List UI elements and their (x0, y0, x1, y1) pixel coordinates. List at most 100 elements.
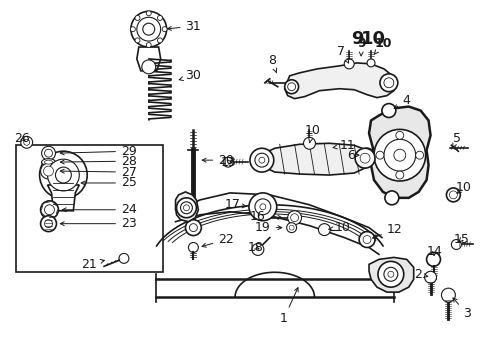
Circle shape (40, 151, 87, 199)
Circle shape (286, 223, 296, 233)
Circle shape (41, 146, 55, 160)
Circle shape (381, 104, 395, 117)
Text: 26: 26 (14, 132, 29, 145)
Circle shape (383, 139, 415, 171)
Circle shape (47, 159, 79, 191)
Circle shape (303, 137, 315, 149)
Text: 28: 28 (60, 155, 137, 168)
Text: 11: 11 (332, 139, 354, 152)
Circle shape (44, 205, 54, 215)
Ellipse shape (44, 160, 52, 164)
Text: 16: 16 (249, 210, 281, 223)
Circle shape (248, 193, 276, 221)
Circle shape (254, 199, 270, 215)
Circle shape (188, 243, 198, 252)
Circle shape (137, 17, 161, 41)
Circle shape (41, 201, 59, 219)
Text: 15: 15 (452, 233, 468, 246)
Text: 8: 8 (267, 54, 276, 73)
Circle shape (359, 153, 369, 163)
Circle shape (249, 148, 273, 172)
Polygon shape (257, 143, 368, 175)
Circle shape (362, 235, 370, 243)
Text: 14: 14 (426, 245, 442, 258)
Circle shape (373, 129, 425, 181)
Circle shape (41, 216, 56, 231)
Circle shape (146, 42, 151, 48)
Polygon shape (368, 107, 429, 198)
Circle shape (384, 191, 398, 205)
Circle shape (318, 224, 330, 235)
Circle shape (290, 214, 298, 222)
Circle shape (441, 288, 454, 302)
Text: 10: 10 (373, 37, 392, 54)
Circle shape (183, 205, 189, 211)
Text: 2: 2 (413, 268, 427, 281)
Circle shape (395, 171, 403, 179)
Text: 20: 20 (202, 154, 234, 167)
Circle shape (146, 11, 151, 16)
Circle shape (44, 220, 52, 228)
Circle shape (142, 23, 154, 35)
Circle shape (157, 15, 162, 21)
Circle shape (288, 225, 293, 230)
Circle shape (55, 167, 71, 183)
Circle shape (366, 59, 374, 67)
Circle shape (344, 59, 353, 69)
Circle shape (287, 83, 295, 91)
Circle shape (185, 220, 201, 235)
Polygon shape (47, 185, 79, 211)
Circle shape (254, 153, 268, 167)
Text: 23: 23 (60, 217, 137, 230)
Circle shape (383, 78, 393, 88)
Circle shape (157, 38, 162, 43)
Circle shape (180, 202, 192, 214)
Text: 31: 31 (167, 20, 201, 33)
Text: 13: 13 (220, 156, 235, 168)
Text: 6: 6 (346, 149, 358, 162)
Circle shape (450, 239, 460, 249)
Circle shape (395, 131, 403, 139)
Ellipse shape (41, 159, 55, 166)
Text: 17: 17 (224, 198, 246, 211)
Text: 25: 25 (81, 176, 137, 189)
Text: 1: 1 (279, 288, 298, 325)
Circle shape (364, 152, 369, 158)
Text: 4: 4 (393, 94, 410, 108)
Circle shape (162, 27, 167, 32)
Circle shape (393, 149, 405, 161)
Bar (16, 145, 163, 272)
Circle shape (131, 11, 166, 47)
Circle shape (142, 60, 155, 74)
Circle shape (446, 188, 459, 202)
Text: 9: 9 (356, 37, 365, 56)
Text: 10: 10 (454, 181, 470, 194)
Circle shape (119, 253, 129, 264)
Circle shape (176, 198, 196, 218)
Circle shape (448, 191, 456, 199)
Circle shape (24, 139, 30, 145)
Text: 10: 10 (328, 221, 349, 234)
Text: 22: 22 (202, 233, 233, 247)
Text: 5: 5 (452, 132, 461, 148)
Text: 9: 9 (350, 30, 363, 48)
Polygon shape (175, 192, 198, 222)
Text: 21: 21 (81, 258, 104, 271)
Circle shape (383, 267, 397, 281)
Circle shape (135, 38, 140, 43)
Circle shape (354, 148, 374, 168)
Circle shape (284, 80, 298, 94)
Circle shape (44, 149, 52, 157)
Text: 24: 24 (62, 203, 137, 216)
Circle shape (189, 224, 197, 231)
Text: 19: 19 (254, 221, 281, 234)
Circle shape (424, 271, 436, 283)
Text: 12: 12 (372, 223, 402, 239)
Circle shape (251, 243, 264, 255)
Circle shape (379, 74, 397, 92)
Polygon shape (368, 257, 413, 292)
Circle shape (415, 151, 423, 159)
Circle shape (20, 136, 33, 148)
Circle shape (130, 27, 135, 32)
Circle shape (287, 211, 301, 225)
